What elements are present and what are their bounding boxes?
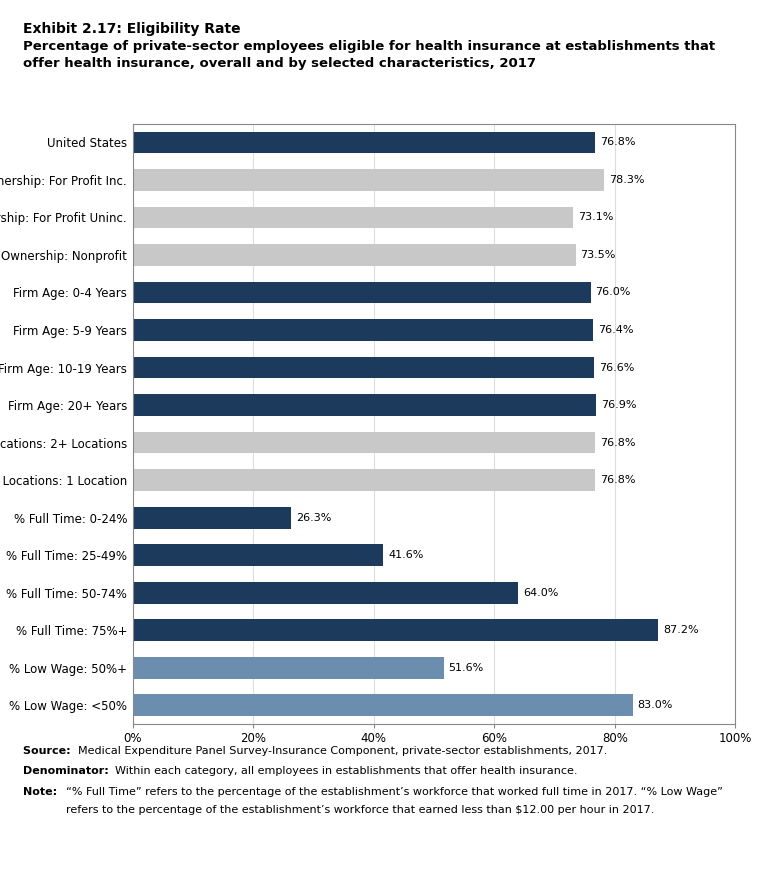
- Text: 83.0%: 83.0%: [637, 700, 673, 710]
- Text: Exhibit 2.17: Eligibility Rate: Exhibit 2.17: Eligibility Rate: [23, 22, 240, 36]
- Bar: [133, 694, 633, 716]
- Text: 76.6%: 76.6%: [599, 363, 634, 373]
- Bar: [133, 582, 518, 604]
- Text: Percentage of private-sector employees eligible for health insurance at establis: Percentage of private-sector employees e…: [23, 40, 715, 71]
- Text: 64.0%: 64.0%: [523, 588, 559, 598]
- Bar: [133, 619, 658, 641]
- Text: 73.1%: 73.1%: [578, 213, 613, 223]
- Bar: [133, 507, 291, 529]
- Bar: [133, 394, 596, 416]
- Text: “% Full Time” refers to the percentage of the establishment’s workforce that wor: “% Full Time” refers to the percentage o…: [66, 787, 723, 796]
- Text: 87.2%: 87.2%: [663, 625, 699, 635]
- Text: Note:: Note:: [23, 787, 61, 796]
- Bar: [133, 244, 575, 266]
- Bar: [133, 132, 596, 154]
- Text: 76.9%: 76.9%: [601, 400, 637, 410]
- Text: 76.8%: 76.8%: [600, 475, 636, 485]
- Text: 41.6%: 41.6%: [388, 550, 424, 560]
- Bar: [133, 319, 593, 341]
- Bar: [133, 282, 590, 304]
- Bar: [133, 469, 596, 491]
- Text: Source:: Source:: [23, 746, 74, 756]
- Bar: [133, 207, 573, 229]
- Text: 78.3%: 78.3%: [609, 175, 645, 185]
- Bar: [133, 357, 594, 379]
- Text: 73.5%: 73.5%: [581, 250, 615, 260]
- Text: Within each category, all employees in establishments that offer health insuranc: Within each category, all employees in e…: [115, 766, 578, 776]
- Bar: [133, 432, 596, 454]
- Bar: [133, 169, 604, 191]
- Text: Medical Expenditure Panel Survey-Insurance Component, private-sector establishme: Medical Expenditure Panel Survey-Insuran…: [78, 746, 607, 756]
- Text: 26.3%: 26.3%: [296, 513, 331, 523]
- Text: refers to the percentage of the establishment’s workforce that earned less than : refers to the percentage of the establis…: [66, 805, 654, 815]
- Text: 76.4%: 76.4%: [598, 325, 634, 335]
- Bar: [133, 544, 384, 566]
- Text: 76.8%: 76.8%: [600, 138, 636, 147]
- Text: 51.6%: 51.6%: [449, 663, 484, 673]
- Text: 76.8%: 76.8%: [600, 438, 636, 448]
- Bar: [133, 657, 443, 679]
- Text: 76.0%: 76.0%: [596, 288, 631, 298]
- Text: Denominator:: Denominator:: [23, 766, 112, 776]
